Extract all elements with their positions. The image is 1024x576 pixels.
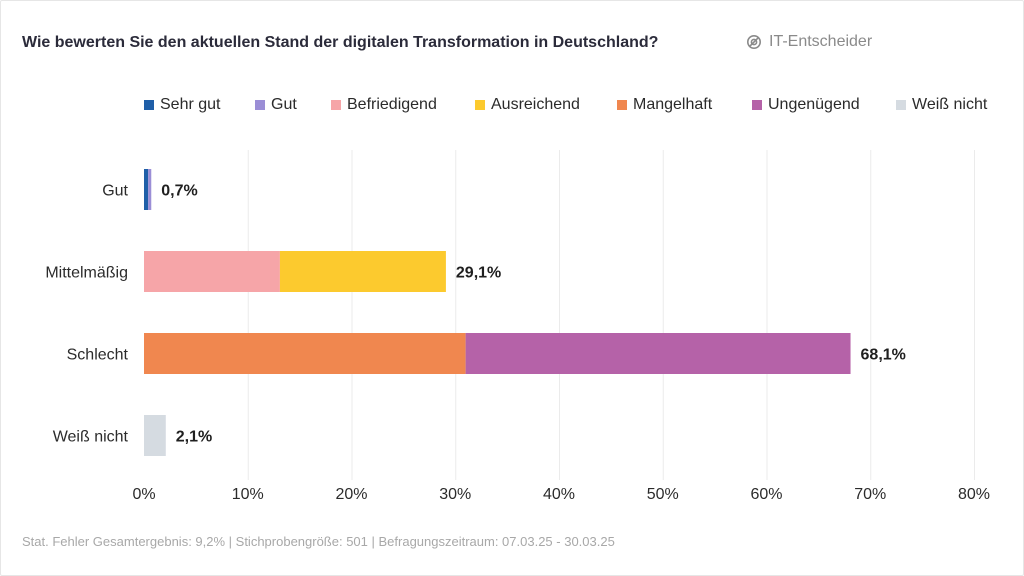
legend-item: Mangelhaft — [617, 96, 712, 114]
legend-item: Gut — [255, 96, 297, 114]
legend-item: Ausreichend — [475, 96, 580, 114]
bar-segment — [144, 333, 466, 374]
legend-label: Ausreichend — [491, 96, 580, 113]
x-tick-label: 40% — [543, 486, 575, 503]
x-tick-label: 50% — [647, 486, 679, 503]
footer-note: Stat. Fehler Gesamtergebnis: 9,2% | Stic… — [22, 534, 615, 549]
legend-label: Weiß nicht — [912, 96, 988, 113]
x-tick-label: 20% — [335, 486, 367, 503]
audience-badge: IT-Entscheider — [746, 33, 872, 51]
legend-swatch — [752, 100, 762, 110]
x-tick-label: 80% — [958, 486, 990, 503]
bar-segment — [144, 169, 149, 210]
x-tick-label: 60% — [750, 486, 782, 503]
category-label: Schlecht — [67, 347, 129, 364]
x-tick-label: 0% — [132, 486, 155, 503]
chart-title: Wie bewerten Sie den aktuellen Stand der… — [22, 34, 659, 51]
category-label: Weiß nicht — [53, 429, 129, 446]
x-tick-label: 70% — [854, 486, 886, 503]
target-group-icon — [747, 35, 761, 49]
bar-segment — [144, 415, 166, 456]
legend-item: Sehr gut — [144, 96, 220, 114]
legend-item: Ungenügend — [752, 96, 860, 114]
total-data-label: 68,1% — [861, 347, 906, 364]
legend-label: Sehr gut — [160, 96, 221, 113]
bar-segment — [279, 251, 446, 292]
legend-label: Mangelhaft — [633, 96, 713, 113]
x-tick-label: 10% — [232, 486, 264, 503]
legend-swatch — [896, 100, 906, 110]
legend-swatch — [617, 100, 627, 110]
legend-swatch — [144, 100, 154, 110]
bar-segment — [148, 169, 152, 210]
legend-label: Befriedigend — [347, 96, 437, 113]
legend-item: Befriedigend — [331, 96, 437, 114]
legend-label: Gut — [271, 96, 297, 113]
total-data-label: 29,1% — [456, 265, 501, 282]
category-label: Mittelmäßig — [45, 265, 128, 282]
total-data-label: 2,1% — [176, 429, 212, 446]
bar-segment — [144, 251, 280, 292]
category-label: Gut — [102, 183, 128, 200]
legend-swatch — [331, 100, 341, 110]
legend-item: Weiß nicht — [896, 96, 987, 114]
legend-swatch — [255, 100, 265, 110]
bar-segment — [465, 333, 851, 374]
audience-badge-label: IT-Entscheider — [769, 33, 873, 50]
legend-swatch — [475, 100, 485, 110]
x-tick-label: 30% — [439, 486, 471, 503]
total-data-label: 0,7% — [161, 183, 197, 200]
legend-label: Ungenügend — [768, 96, 860, 113]
